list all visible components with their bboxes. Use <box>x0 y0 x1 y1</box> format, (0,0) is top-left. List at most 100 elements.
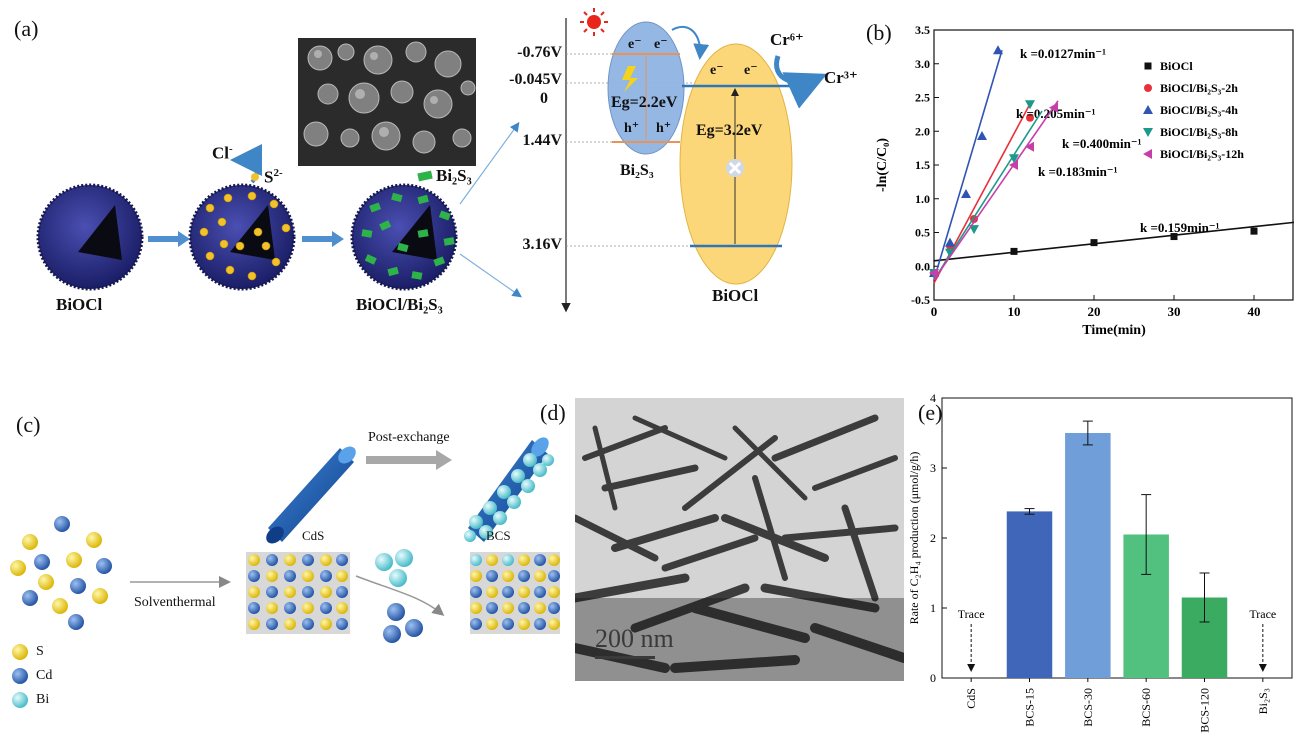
data-point <box>1250 227 1258 235</box>
sun-icon <box>580 8 608 36</box>
s2-ion-label: S2- <box>264 167 283 187</box>
data-point <box>1025 100 1035 110</box>
trace-label: Trace <box>958 607 985 621</box>
bi2s3-legend-label: Bi₂S₃ <box>436 166 472 185</box>
legend-marker <box>1143 105 1153 114</box>
x-axis-label: Time(min) <box>1082 323 1146 338</box>
trace-arrowhead <box>1258 664 1267 672</box>
cr6-label: Cr⁶⁺ <box>770 30 804 49</box>
cr3-label: Cr³⁺ <box>824 68 858 87</box>
tem-micrograph: 200 nm <box>575 398 904 681</box>
level-label: 0 <box>540 90 548 107</box>
level-label: -0.045V <box>509 71 562 88</box>
panel-b-label: (b) <box>866 20 892 45</box>
free-ions <box>10 516 112 630</box>
hole-label: h⁺ <box>656 121 672 136</box>
data-point <box>929 268 938 278</box>
y-axis-label: -ln(C/C₀) <box>875 138 890 192</box>
y-tick-label: 2.0 <box>915 124 930 138</box>
x-tick-label: BCS-60 <box>1139 688 1153 727</box>
x-tick-label: 40 <box>1248 304 1261 319</box>
rate-constant-label: k =0.400min⁻¹ <box>1062 136 1142 151</box>
cds-nanorod <box>266 446 356 544</box>
synthesis-schematic <box>10 437 560 708</box>
cadmium-legend-icon <box>12 668 28 684</box>
scale-bar-label: 200 nm <box>595 624 674 653</box>
fit-line <box>933 100 1059 281</box>
legend-label: BiOCl <box>1160 59 1193 73</box>
data-point <box>945 237 955 247</box>
panel-a-label: (a) <box>14 16 39 41</box>
fit-line <box>933 50 1003 280</box>
bi2s3-band-name: Bi₂S₃ <box>620 162 654 179</box>
y-tick-label: 2.5 <box>915 91 930 105</box>
panel-d-label: (d) <box>540 400 566 425</box>
legend-bi-label: Bi <box>36 692 50 707</box>
legend-label: BiOCl/Bi₂S₃-8h <box>1160 125 1238 139</box>
bi2s3-gap-label: Eg=2.2eV <box>611 94 678 111</box>
sem-particles <box>303 41 476 154</box>
kinetics-chart: 0 10 20 30 40 -0.5 0.0 0.5 1.0 1.5 2.0 2.5 3.0 3.5 Tim… <box>875 23 1294 338</box>
data-point <box>1009 154 1019 164</box>
data-point <box>1009 160 1018 170</box>
data-point <box>1170 233 1178 241</box>
x-tick-label: BCS-120 <box>1198 688 1212 733</box>
data-point <box>969 225 979 235</box>
legend-label: BiOCl/Bi₂S₃-12h <box>1160 147 1244 161</box>
legend-marker <box>1144 62 1152 70</box>
exchange-arrow <box>355 575 445 616</box>
y-tick-label: -0.5 <box>911 293 930 307</box>
x-tick-label: 0 <box>931 304 938 319</box>
fit-line <box>933 221 1294 262</box>
biocl-sphere-label: BiOCl <box>56 295 103 314</box>
rate-constant-label: k =0.159min⁻¹ <box>1140 220 1220 235</box>
cl-ion-label: Cl- <box>212 143 233 163</box>
production-rate-chart: 0 1 2 3 4 Rate of C₂H₄ production (μmol/g/h) C… <box>907 391 1293 733</box>
data-point <box>1010 247 1018 255</box>
y-tick-label: 3.5 <box>915 23 930 37</box>
x-tick-label: 20 <box>1088 304 1101 319</box>
schematic-a <box>36 8 828 313</box>
x-tick-label: Bi₂S₃ <box>1256 688 1270 714</box>
solvothermal-label: Solventhermal <box>134 595 216 610</box>
cr-reduction-arrow <box>774 55 828 109</box>
bcs-lattice <box>470 552 560 634</box>
level-label: -0.76V <box>517 44 562 61</box>
sulfide-sphere <box>188 183 296 291</box>
rate-constant-label: k =0.205min⁻¹ <box>1016 106 1096 121</box>
sulfur-legend-icon <box>12 644 28 660</box>
data-point <box>945 248 955 258</box>
x-tick-label: 30 <box>1168 304 1181 319</box>
level-label: 3.16V <box>522 236 562 253</box>
x-tick-label: CdS <box>964 688 978 709</box>
panel-e-label: (e) <box>918 400 943 425</box>
cds-lattice <box>246 552 350 634</box>
data-point <box>961 189 971 199</box>
legend-s-label: S <box>36 644 44 659</box>
data-point <box>977 130 987 140</box>
legend-marker <box>1143 128 1153 137</box>
x-tick-label: BCS-15 <box>1023 688 1037 727</box>
bar <box>1065 433 1111 678</box>
y-tick-label: 1.5 <box>915 158 930 172</box>
legend-marker <box>1143 149 1152 159</box>
lightning-icon <box>622 66 638 92</box>
y-tick-label: 3.0 <box>915 57 930 71</box>
bar <box>1006 511 1053 678</box>
composite-sphere <box>350 183 458 291</box>
y-tick-label: 1 <box>930 601 936 615</box>
bismuth-legend-icon <box>12 692 28 708</box>
y-tick-label: 2 <box>930 531 936 545</box>
legend-label: BiOCl/Bi₂S₃-4h <box>1160 103 1238 117</box>
legend-cd-label: Cd <box>36 668 53 683</box>
level-label: 1.44V <box>522 132 562 149</box>
y-tick-label: 0 <box>930 671 936 685</box>
biocl-band-name: BiOCl <box>712 286 759 305</box>
data-point <box>1025 141 1034 152</box>
post-exchange-arrow <box>366 450 452 470</box>
blocked-transfer-icon <box>726 159 744 177</box>
data-point <box>1026 113 1034 122</box>
x-tick-label: 10 <box>1008 304 1021 319</box>
y-axis-label: Rate of C₂H₄ production (μmol/g/h) <box>907 452 921 625</box>
y-tick-label: 0.5 <box>915 226 930 240</box>
